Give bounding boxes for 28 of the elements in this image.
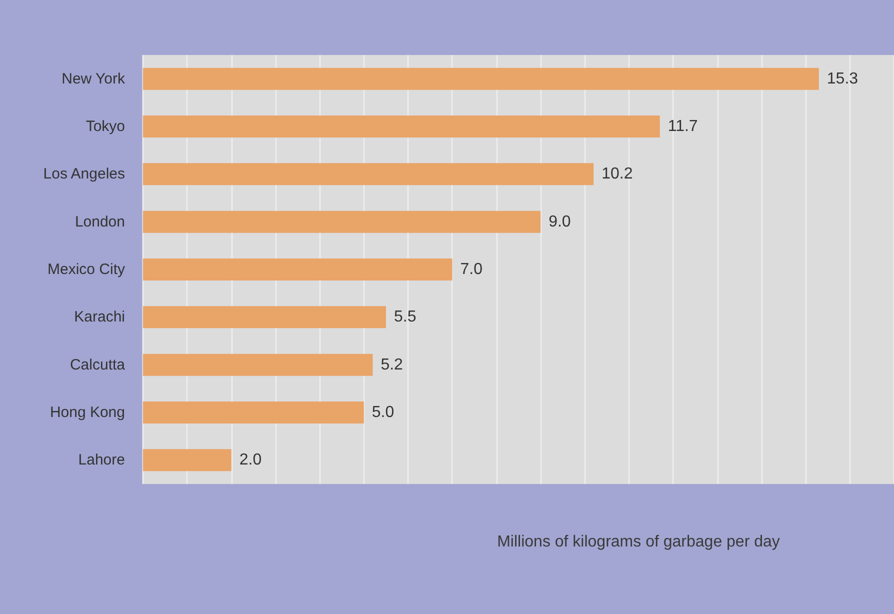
data-label: 5.0: [372, 404, 394, 421]
data-label: 10.2: [602, 166, 633, 183]
data-label: 11.7: [668, 118, 698, 135]
bar: [143, 306, 386, 328]
y-tick-label: Calcutta: [70, 356, 126, 374]
data-label: 5.2: [380, 356, 404, 374]
bar: [143, 163, 594, 186]
y-tick-label: Tokyo: [86, 118, 125, 135]
y-tick-label: Karachi: [74, 308, 125, 326]
y-tick-label: Lahore: [78, 452, 125, 469]
bar: [143, 258, 452, 280]
data-label: 9.0: [548, 213, 571, 230]
bar: [143, 449, 232, 472]
bar: [143, 354, 373, 376]
data-label: 5.5: [394, 308, 416, 326]
bar: [143, 116, 660, 138]
y-tick-label: Hong Kong: [50, 404, 125, 421]
y-tick-label: Mexico City: [47, 261, 126, 278]
y-tick-label: New York: [62, 70, 126, 88]
bar: [143, 68, 819, 90]
data-label: 15.3: [826, 70, 858, 88]
data-label: 7.0: [460, 261, 483, 278]
y-tick-label: Los Angeles: [43, 166, 125, 183]
bar: [143, 210, 541, 233]
bar: [143, 402, 364, 424]
data-label: 2.0: [239, 452, 262, 469]
x-axis-title: Millions of kilograms of garbage per day: [497, 534, 780, 550]
y-tick-label: London: [74, 213, 125, 230]
